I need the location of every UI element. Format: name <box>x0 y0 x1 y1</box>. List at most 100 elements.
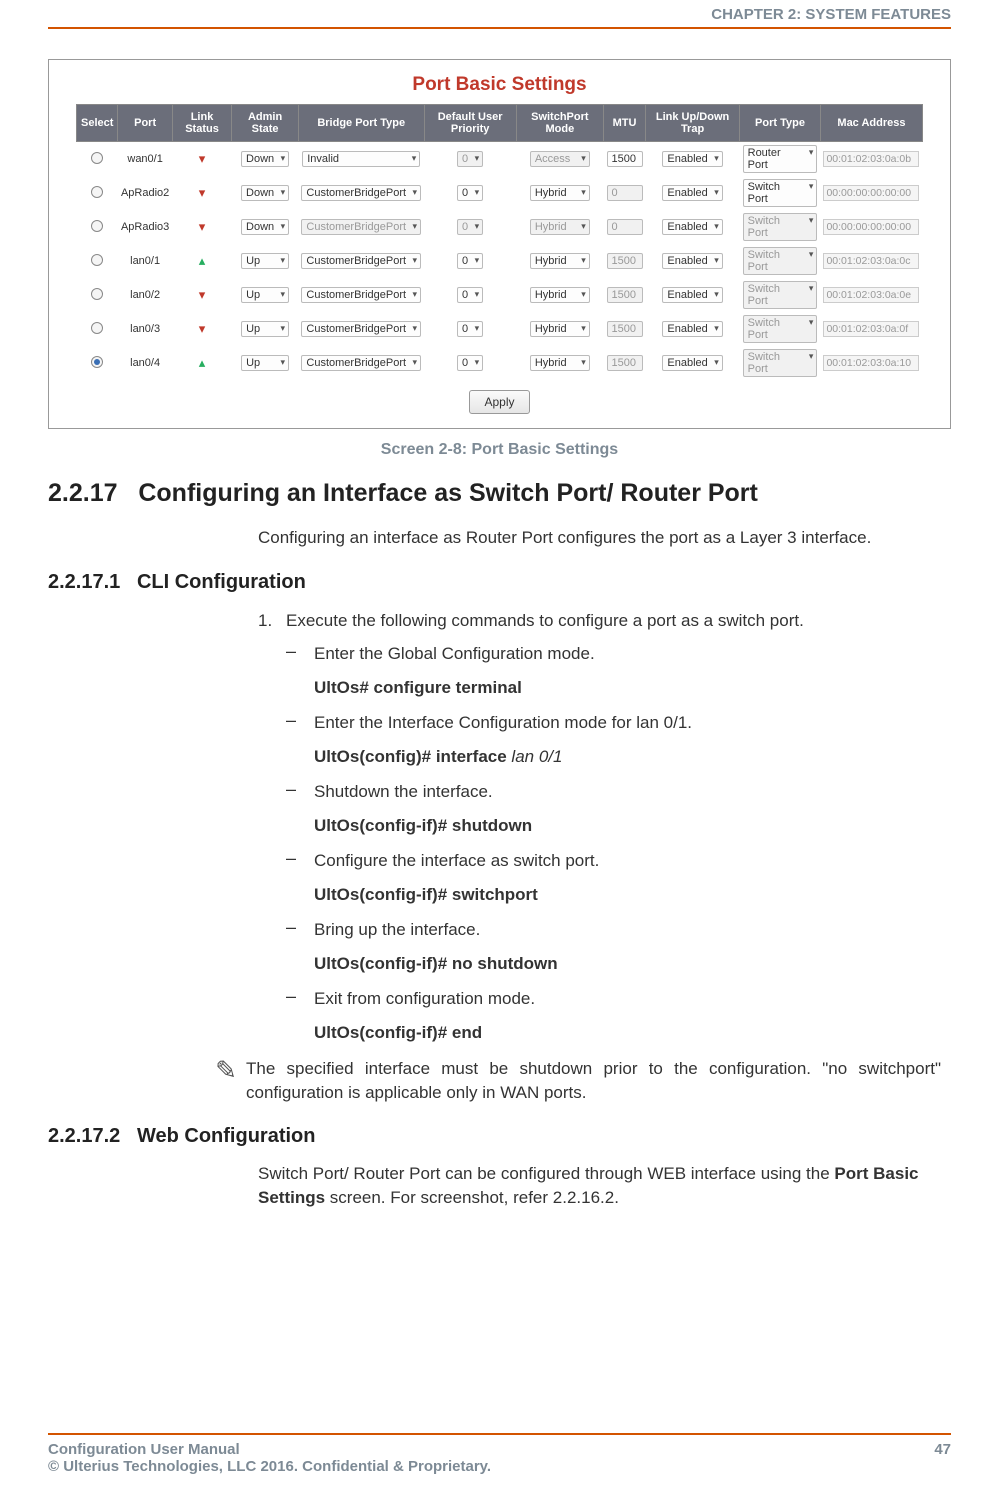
screenshot-title: Port Basic Settings <box>49 74 950 96</box>
link-trap-select[interactable]: Enabled <box>662 287 722 303</box>
table-row: lan0/2▾UpCustomerBridgePort0Hybrid1500En… <box>77 278 923 312</box>
switchport-mode-select[interactable]: Hybrid <box>530 355 590 371</box>
port-name: lan0/3 <box>130 323 160 335</box>
section-title: Configuring an Interface as Switch Port/… <box>138 479 758 507</box>
table-row: lan0/3 ▾ Up CustomerBridgePort 0 Hybrid 1500 En… <box>77 312 923 346</box>
priority-select[interactable]: 0 <box>457 185 483 201</box>
link-trap-select[interactable]: Enabled <box>662 151 722 167</box>
port-type-select: Switch Port <box>743 349 818 377</box>
link-trap-select[interactable]: Enabled <box>662 219 722 235</box>
bridge-port-type-select[interactable]: CustomerBridgePort <box>301 185 421 201</box>
pencil-icon: ✎ <box>206 1057 246 1105</box>
priority-select[interactable]: 0 <box>457 287 483 303</box>
mtu-input[interactable]: 1500 <box>607 151 643 167</box>
port-type-select: Switch Port <box>743 281 818 309</box>
link-up-icon: ▴ <box>199 355 206 371</box>
mtu-input: 0 <box>607 219 643 235</box>
apply-button[interactable]: Apply <box>469 390 529 414</box>
admin-state-select[interactable]: Up <box>241 253 289 269</box>
bridge-port-type-select[interactable]: Invalid <box>302 151 420 167</box>
cli-substep: –Enter the Interface Configuration mode … <box>286 710 951 736</box>
cli-substep: –Enter the Global Configuration mode. <box>286 641 951 667</box>
mac-address-field: 00:00:00:00:00:00 <box>823 219 919 235</box>
switchport-mode-select[interactable]: Hybrid <box>530 287 590 303</box>
mac-address-field: 00:00:00:00:00:00 <box>823 185 919 201</box>
admin-state-select[interactable]: Up <box>241 321 289 337</box>
chapter-header: CHAPTER 2: SYSTEM FEATURES <box>48 0 951 27</box>
column-header: Port <box>118 105 172 142</box>
dash-icon: – <box>286 641 314 667</box>
section-intro: Configuring an interface as Router Port … <box>258 526 951 551</box>
subsection-heading-cli: 2.2.17.1 CLI Configuration <box>48 571 951 594</box>
mtu-input: 1500 <box>607 355 643 371</box>
priority-select: 0 <box>457 219 483 235</box>
dash-icon: – <box>286 779 314 805</box>
column-header: SwitchPort Mode <box>516 105 603 142</box>
mtu-input: 1500 <box>607 321 643 337</box>
link-trap-select[interactable]: Enabled <box>662 185 722 201</box>
bridge-port-type-select[interactable]: CustomerBridgePort <box>301 253 421 269</box>
switchport-mode-select[interactable]: Hybrid <box>530 321 590 337</box>
switchport-mode-select[interactable]: Hybrid <box>530 185 590 201</box>
column-header: Mac Address <box>820 105 922 142</box>
mac-address-field: 00:01:02:03:0a:0f <box>823 321 919 337</box>
port-name: ApRadio2 <box>121 187 169 199</box>
select-radio[interactable] <box>91 254 103 266</box>
select-radio[interactable] <box>91 220 103 232</box>
bridge-port-type-select[interactable]: CustomerBridgePort <box>301 355 421 371</box>
bridge-port-type-select[interactable]: CustomerBridgePort <box>301 287 421 303</box>
cli-command: UltOs(config-if)# switchport <box>314 882 951 908</box>
subsection-heading-web: 2.2.17.2 Web Configuration <box>48 1125 951 1148</box>
bridge-port-type-select[interactable]: CustomerBridgePort <box>301 321 421 337</box>
link-down-icon: ▾ <box>199 185 206 201</box>
link-trap-select[interactable]: Enabled <box>662 355 722 371</box>
substep-text: Exit from configuration mode. <box>314 986 535 1012</box>
select-radio[interactable] <box>91 322 103 334</box>
admin-state-select[interactable]: Down <box>241 151 289 167</box>
subsection-title: Web Configuration <box>137 1125 316 1147</box>
bridge-port-type-select: CustomerBridgePort <box>301 219 421 235</box>
mac-address-field: 00:01:02:03:0a:0e <box>823 287 919 303</box>
link-trap-select[interactable]: Enabled <box>662 321 722 337</box>
link-down-icon: ▾ <box>199 321 206 337</box>
mtu-input: 0 <box>607 185 643 201</box>
select-radio[interactable] <box>91 152 103 164</box>
subsection-number: 2.2.17.1 <box>48 571 120 593</box>
page-number: 47 <box>934 1441 951 1475</box>
select-radio[interactable] <box>91 356 103 368</box>
mtu-input: 1500 <box>607 287 643 303</box>
section-number: 2.2.17 <box>48 479 118 507</box>
column-header: Link Up/Down Trap <box>646 105 740 142</box>
top-rule <box>48 27 951 29</box>
link-down-icon: ▾ <box>199 151 206 167</box>
admin-state-select[interactable]: Down <box>241 185 289 201</box>
port-type-select: Switch Port <box>743 247 818 275</box>
switchport-mode-select: Access <box>530 151 590 167</box>
priority-select[interactable]: 0 <box>457 253 483 269</box>
admin-state-select[interactable]: Up <box>241 287 289 303</box>
mac-address-field: 00:01:02:03:0a:0b <box>823 151 919 167</box>
port-type-select: Switch Port <box>743 315 818 343</box>
step-text: Execute the following commands to config… <box>286 608 804 634</box>
screenshot-panel: Port Basic Settings SelectPortLink Statu… <box>48 59 951 429</box>
priority-select[interactable]: 0 <box>457 355 483 371</box>
port-name: lan0/1 <box>130 255 160 267</box>
port-type-select[interactable]: Switch Port <box>743 179 818 207</box>
port-type-select[interactable]: Router Port <box>743 145 818 173</box>
select-radio[interactable] <box>91 186 103 198</box>
admin-state-select[interactable]: Down <box>241 219 289 235</box>
substep-text: Enter the Interface Configuration mode f… <box>314 710 692 736</box>
switchport-mode-select[interactable]: Hybrid <box>530 253 590 269</box>
cli-substep: –Shutdown the interface. <box>286 779 951 805</box>
switchport-mode-select: Hybrid <box>530 219 590 235</box>
link-trap-select[interactable]: Enabled <box>662 253 722 269</box>
priority-select[interactable]: 0 <box>457 321 483 337</box>
note-text: The specified interface must be shutdown… <box>246 1057 941 1105</box>
column-header: Port Type <box>740 105 821 142</box>
footer-rule <box>48 1433 951 1435</box>
note-block: ✎ The specified interface must be shutdo… <box>206 1057 941 1105</box>
substep-text: Shutdown the interface. <box>314 779 493 805</box>
table-row: wan0/1▾DownInvalid0Access1500EnabledRout… <box>77 142 923 177</box>
select-radio[interactable] <box>91 288 103 300</box>
admin-state-select[interactable]: Up <box>241 355 289 371</box>
